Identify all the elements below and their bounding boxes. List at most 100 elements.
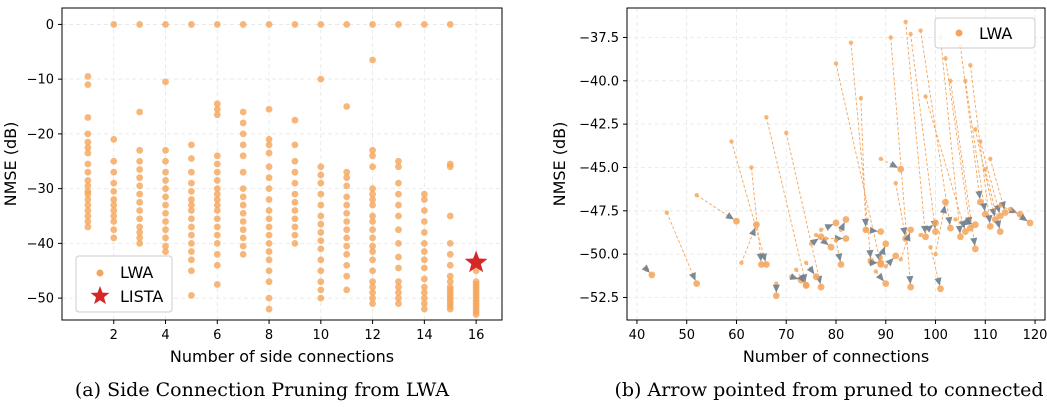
- lwa-point: [317, 294, 325, 302]
- lwa-point: [136, 223, 144, 231]
- arrow-line: [696, 194, 737, 222]
- lwa-point: [343, 168, 351, 176]
- pruned-point: [694, 193, 699, 198]
- lwa-point: [317, 21, 325, 28]
- lwa-point: [265, 135, 273, 143]
- pruned-point: [978, 139, 983, 144]
- lwa-point: [162, 218, 169, 225]
- lwa-point: [395, 201, 402, 209]
- arrow-line: [890, 37, 912, 288]
- lwa-point: [110, 226, 118, 234]
- lwa-point: [162, 21, 169, 28]
- connected-point: [877, 228, 885, 236]
- y-tick-label: −50.0: [579, 248, 619, 263]
- arrow-line: [880, 158, 901, 170]
- lwa-point: [239, 193, 247, 201]
- arrowhead: [985, 215, 993, 224]
- arrow-line: [731, 141, 767, 265]
- lwa-point: [265, 223, 273, 231]
- connected-point: [733, 217, 740, 225]
- lwa-point: [239, 21, 247, 28]
- connected-point: [752, 221, 760, 229]
- lwa-point: [265, 239, 273, 247]
- arrowhead: [797, 274, 805, 283]
- lwa-point: [239, 119, 247, 127]
- arrowhead: [689, 272, 696, 281]
- pruned-point: [883, 264, 888, 269]
- lwa-point: [188, 196, 195, 203]
- arrowhead: [934, 277, 942, 286]
- lwa-point: [395, 264, 402, 272]
- arrow-line: [920, 30, 951, 229]
- connected-point: [882, 240, 890, 248]
- arrowhead: [885, 258, 894, 267]
- arrowhead: [772, 284, 780, 293]
- lwa-point: [84, 218, 92, 225]
- lwa-point: [84, 201, 92, 209]
- lwa-point: [317, 220, 325, 228]
- arrow-line: [905, 21, 927, 237]
- lwa-point: [369, 242, 376, 250]
- lwa-point: [84, 212, 92, 220]
- lwa-point: [395, 21, 402, 28]
- lwa-point: [213, 152, 221, 160]
- lwa-point: [239, 209, 247, 217]
- arrowhead: [900, 227, 908, 236]
- y-tick-label: −50: [27, 292, 54, 307]
- connected-point: [957, 233, 964, 241]
- lwa-point: [110, 196, 118, 203]
- lwa-point: [188, 201, 195, 209]
- lwa-point: [265, 141, 273, 149]
- arrowhead: [970, 237, 978, 246]
- pruned-point: [903, 19, 908, 25]
- lwa-point: [317, 179, 325, 187]
- lwa-point: [265, 163, 273, 171]
- x-tick-label: 4: [161, 328, 169, 343]
- lwa-point: [136, 207, 144, 214]
- pruned-point: [749, 165, 754, 170]
- arrow-pair: [764, 115, 810, 289]
- lwa-point: [446, 261, 454, 269]
- lwa-point: [110, 234, 118, 242]
- x-tick-label: 2: [110, 328, 118, 343]
- lwa-point: [317, 212, 325, 220]
- panel-b-legend-lwa-marker: [955, 29, 963, 37]
- arrow-line: [750, 167, 762, 265]
- arrowhead: [975, 190, 983, 200]
- lwa-point: [239, 168, 247, 176]
- lwa-point: [420, 294, 428, 302]
- lwa-point: [84, 144, 92, 151]
- lwa-point: [446, 212, 454, 220]
- lwa-point: [265, 105, 273, 113]
- lwa-point: [343, 174, 351, 182]
- pruned-point: [774, 281, 779, 286]
- connected-point: [986, 223, 994, 230]
- panel-a-frame: [61, 7, 503, 321]
- x-tick-label: 70: [778, 328, 795, 343]
- lwa-point: [136, 182, 144, 190]
- y-tick-label: −47.5: [579, 204, 619, 219]
- lwa-point: [317, 256, 325, 264]
- arrow-pair: [878, 156, 905, 173]
- x-tick-label: 60: [728, 328, 745, 343]
- lwa-point: [343, 209, 351, 217]
- lwa-point: [291, 207, 299, 214]
- pruned-point: [833, 61, 839, 66]
- lwa-point: [291, 179, 299, 187]
- lwa-point: [213, 196, 221, 203]
- connected-point: [817, 283, 825, 291]
- lwa-point: [213, 168, 221, 176]
- lwa-point: [420, 289, 428, 297]
- panel-a-y-axis-label: NMSE (dB): [1, 122, 20, 207]
- arrow-pair: [873, 269, 890, 287]
- lwa-point: [265, 256, 273, 264]
- lwa-point: [343, 193, 351, 201]
- lwa-point: [188, 248, 195, 255]
- pruned-point: [943, 56, 948, 61]
- lwa-point: [420, 207, 428, 214]
- lwa-point: [84, 130, 92, 138]
- lwa-point: [84, 182, 92, 190]
- arrow-pair: [803, 260, 820, 281]
- pruned-point: [863, 227, 869, 233]
- arrowhead: [820, 237, 829, 246]
